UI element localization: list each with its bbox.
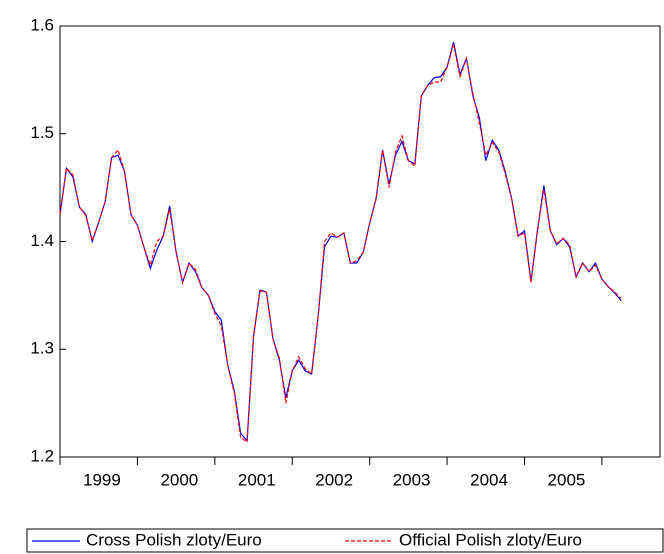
- legend-label: Cross Polish zloty/Euro: [86, 530, 262, 549]
- x-tick-label: 2000: [160, 470, 198, 489]
- legend-label: Official Polish zloty/Euro: [399, 530, 582, 549]
- x-tick-label: 2004: [470, 470, 508, 489]
- series-line: [59, 42, 622, 443]
- y-tick-label: 1.6: [30, 15, 54, 34]
- x-tick-label: 2005: [548, 470, 586, 489]
- y-tick-label: 1.5: [30, 123, 54, 142]
- x-tick-label: 2002: [315, 470, 353, 489]
- plot-frame: [59, 25, 661, 458]
- legend-box: [26, 528, 664, 553]
- y-tick-label: 1.2: [30, 446, 54, 465]
- x-tick-label: 2003: [393, 470, 431, 489]
- x-tick-label: 2001: [238, 470, 276, 489]
- series-line: [59, 44, 622, 443]
- y-tick-label: 1.4: [30, 231, 54, 250]
- x-tick-label: 1999: [83, 470, 121, 489]
- y-tick-label: 1.3: [30, 339, 54, 358]
